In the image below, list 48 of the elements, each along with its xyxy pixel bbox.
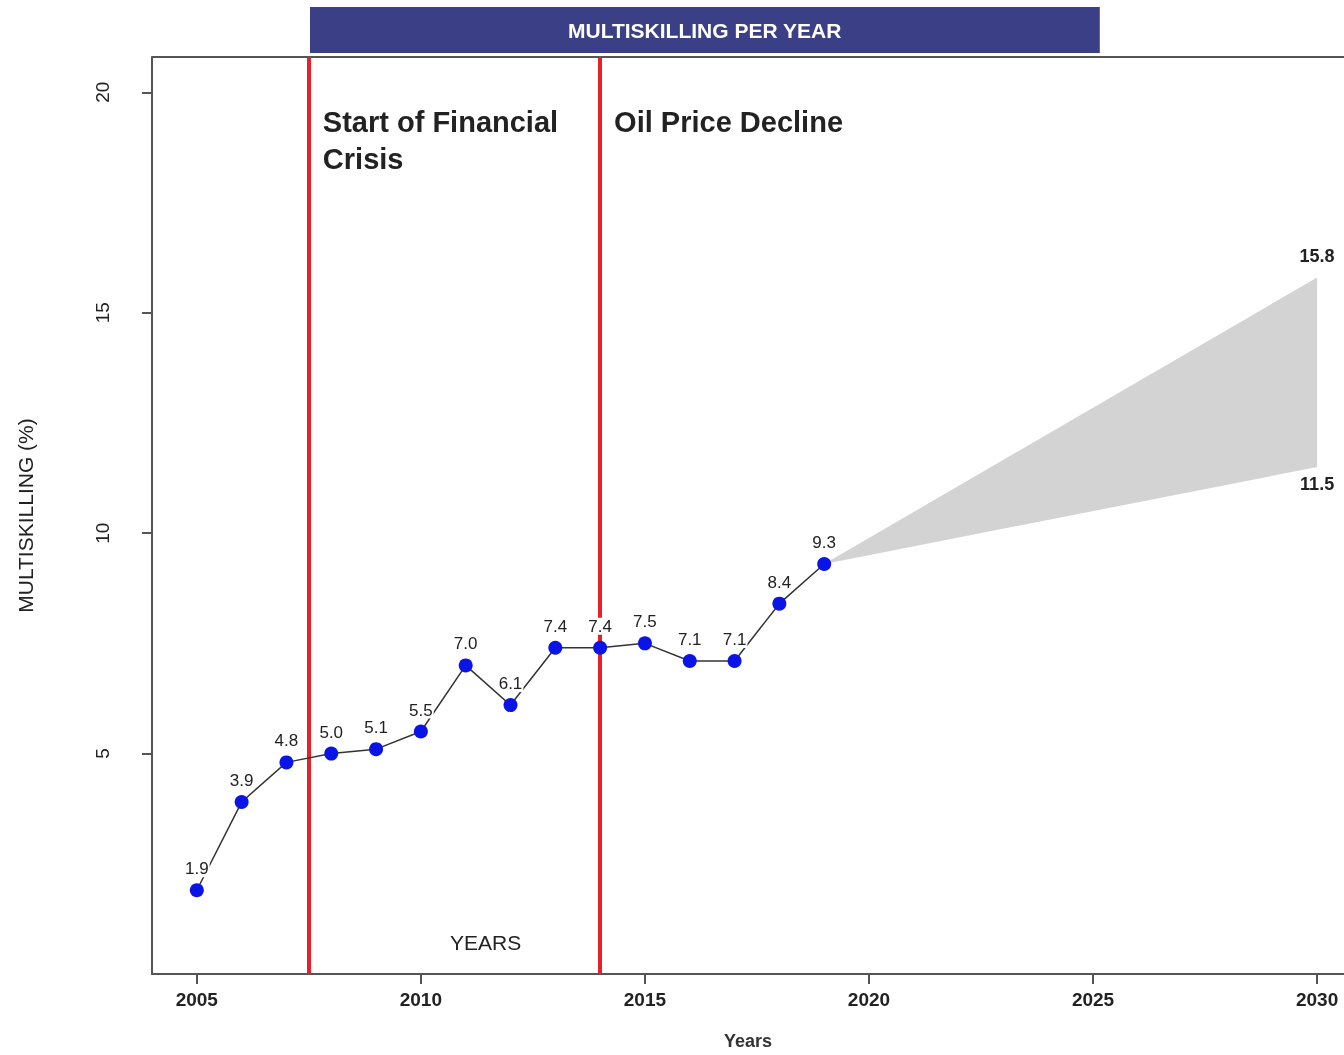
point [189, 883, 204, 898]
x-tick-label: 2005 [175, 989, 219, 1010]
data-label: 3.9 [229, 771, 254, 791]
annotation: 15.8 [1299, 246, 1335, 267]
data-label: 5.1 [364, 718, 388, 738]
point [503, 698, 518, 713]
x-tick-label: 2030 [1295, 989, 1339, 1010]
x-tick-label: 2015 [623, 989, 667, 1010]
ref-line-label: Oil Price Decline [614, 105, 844, 138]
point [324, 746, 339, 761]
data-label: 8.4 [767, 572, 792, 592]
point [548, 640, 563, 655]
annotation: 11.5 [1300, 474, 1335, 494]
y-tick-label: 15 [92, 302, 113, 324]
data-label: 5.0 [319, 722, 344, 742]
y-tick-label: 20 [92, 81, 113, 103]
annotation: YEARS [450, 931, 522, 954]
x-tick-label: 2010 [399, 989, 443, 1010]
data-label: 7.5 [633, 612, 657, 632]
data-label: 9.3 [812, 533, 836, 552]
data-label: 7.4 [588, 616, 612, 636]
x-axis-title: Years [723, 1031, 773, 1051]
data-label: 7.1 [677, 629, 702, 649]
point [682, 653, 697, 668]
point [279, 755, 294, 770]
x-tick-label: 2025 [1071, 989, 1115, 1010]
ref-line-label: Start of Financial Crisis [322, 105, 567, 175]
point [637, 636, 652, 651]
x-tick-label: 2020 [847, 989, 891, 1010]
data-label: 7.4 [543, 616, 568, 636]
data-label: 1.9 [184, 859, 209, 879]
point [727, 653, 742, 668]
data-label: 5.5 [409, 700, 433, 720]
y-tick-label: 10 [92, 522, 113, 544]
y-tick-label: 5 [92, 748, 113, 759]
point [458, 658, 473, 673]
data-label: 4.8 [274, 731, 299, 751]
data-label: 6.1 [498, 674, 523, 694]
point [817, 557, 832, 571]
data-label: 7.0 [453, 634, 478, 654]
point [413, 724, 428, 739]
data-label: 7.1 [722, 629, 747, 649]
point [593, 640, 608, 655]
point [369, 742, 384, 757]
chart-title: MULTISKILLING PER YEAR [568, 19, 842, 42]
y-axis-title: MULTISKILLING (%) [14, 418, 37, 613]
point [234, 795, 249, 810]
point [772, 596, 787, 611]
